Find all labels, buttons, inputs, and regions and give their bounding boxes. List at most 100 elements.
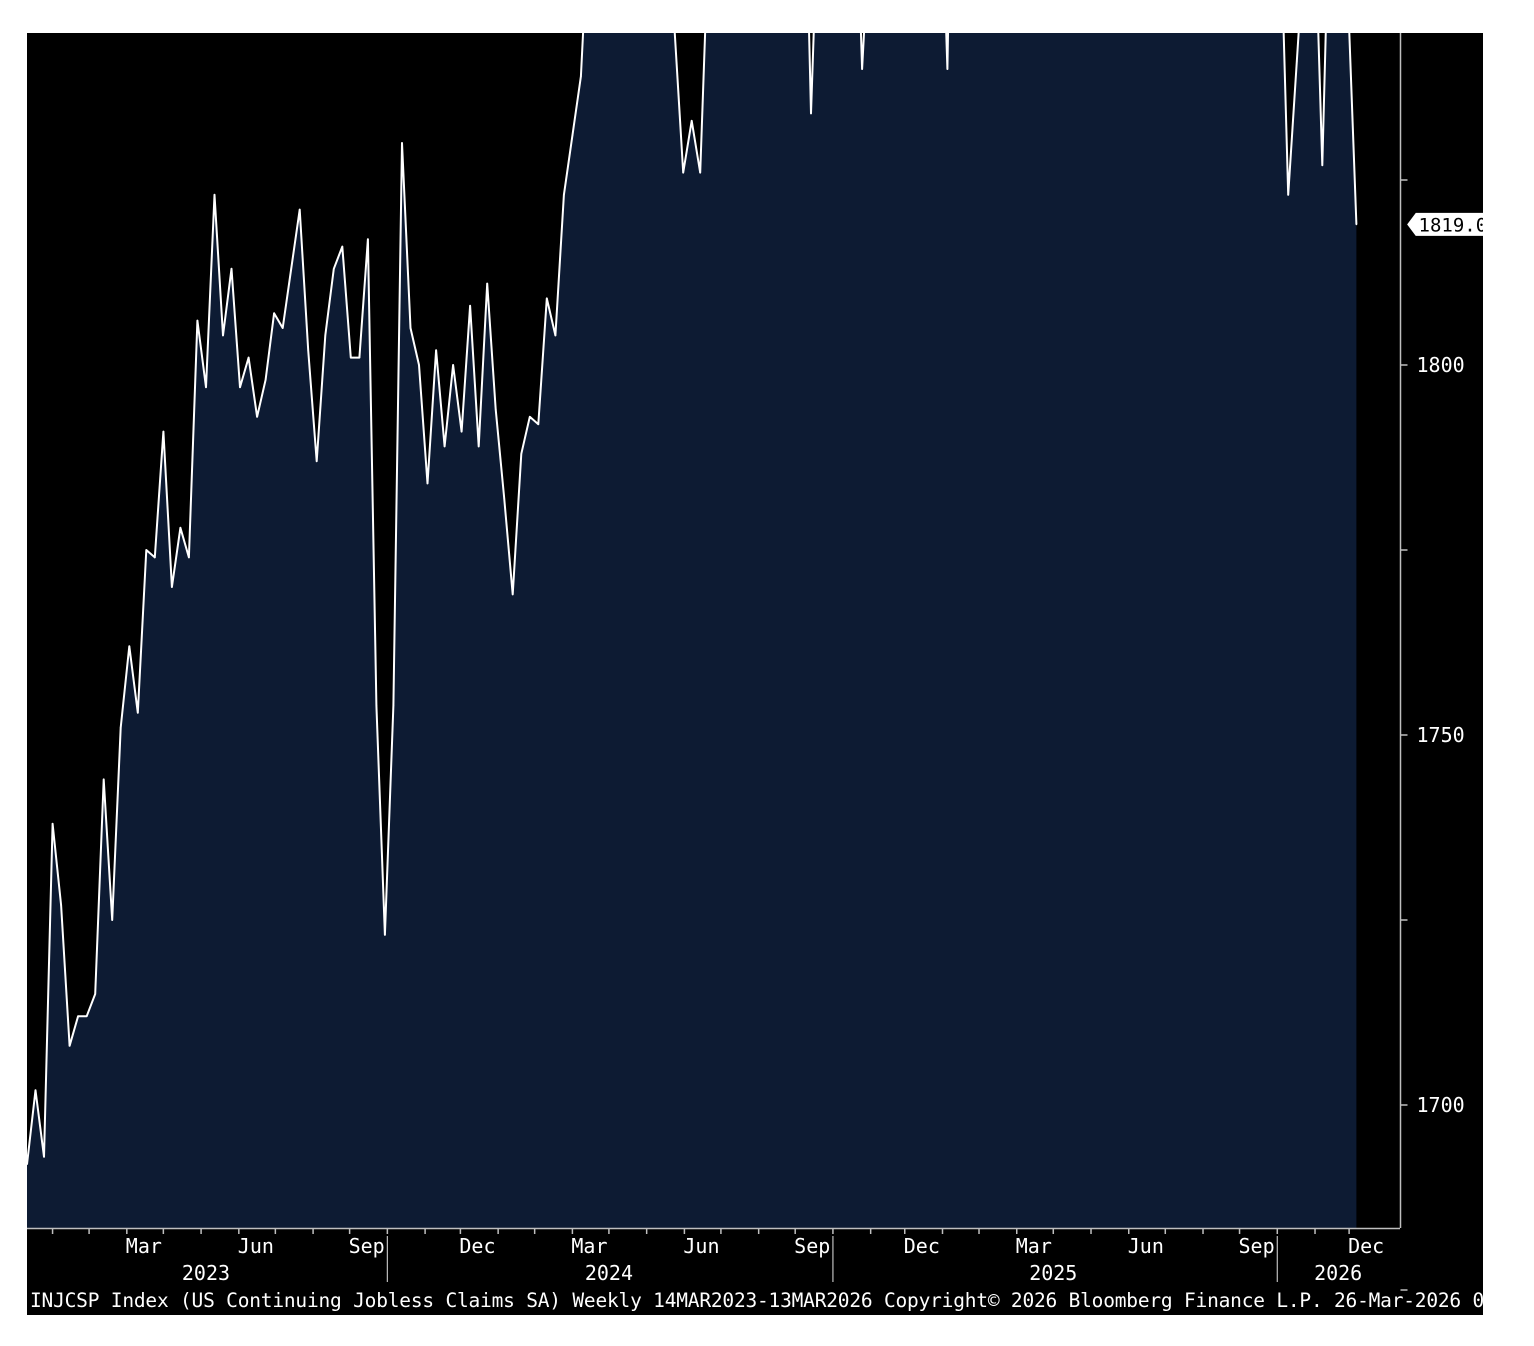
data-point	[145, 549, 148, 551]
data-point	[290, 268, 293, 270]
x-month-label: Dec	[459, 1234, 495, 1258]
data-point	[520, 453, 523, 455]
data-point	[384, 934, 386, 936]
data-point	[460, 430, 463, 433]
data-point	[247, 356, 250, 359]
x-year-label: 2023	[182, 1261, 230, 1285]
data-point	[111, 919, 113, 921]
data-point	[171, 586, 173, 588]
last-value-flag	[1405, 211, 1483, 237]
data-point	[469, 305, 471, 307]
data-point	[102, 778, 105, 781]
data-point	[128, 645, 131, 647]
x-month-label: Dec	[1348, 1234, 1384, 1258]
data-point	[401, 142, 403, 144]
data-point	[324, 334, 327, 337]
data-point	[281, 327, 284, 329]
data-point	[68, 1045, 71, 1047]
chart-footer: INJCSP Index (US Continuing Jobless Clai…	[30, 1289, 1534, 1312]
data-point	[154, 556, 156, 559]
data-point	[511, 593, 514, 596]
data-point	[358, 356, 361, 359]
data-point	[60, 904, 62, 906]
data-point	[94, 993, 96, 995]
data-point	[392, 704, 395, 707]
data-point	[77, 1015, 79, 1017]
data-point	[477, 445, 480, 448]
data-point	[529, 416, 531, 418]
data-point	[418, 364, 420, 366]
data-point	[162, 430, 165, 433]
data-point	[196, 319, 199, 322]
data-point	[179, 527, 182, 529]
label-layer: 1819.0 Mar Jun Sep Dec Mar Jun Sep Dec Mar Jun Sep D…	[126, 211, 1484, 1285]
data-point	[1355, 223, 1358, 226]
data-point	[27, 1163, 28, 1165]
data-point	[230, 268, 233, 270]
x-month-label: Mar	[1016, 1234, 1052, 1258]
x-month-label: Dec	[904, 1234, 940, 1258]
data-point	[861, 68, 863, 70]
data-point	[51, 823, 54, 825]
x-year-label: 2025	[1029, 1261, 1077, 1285]
data-point	[452, 364, 454, 366]
last-value-label: 1819.0	[1419, 214, 1484, 236]
y-tick-label: 1750	[1417, 723, 1465, 747]
data-point	[273, 312, 275, 315]
x-month-label: Mar	[126, 1234, 162, 1258]
data-point	[34, 1089, 37, 1091]
data-point	[426, 482, 429, 485]
data-point	[546, 297, 548, 300]
data-point	[580, 75, 582, 78]
data-point	[137, 712, 139, 714]
x-month-label: Jun	[1128, 1234, 1164, 1258]
data-point	[1287, 194, 1289, 196]
data-point	[503, 497, 506, 500]
data-point	[563, 194, 565, 196]
data-point	[315, 460, 318, 463]
axis-layer: 170017501800185019001950	[27, 33, 1465, 1291]
data-point	[239, 386, 241, 389]
data-point	[119, 726, 122, 729]
x-month-label: Sep	[349, 1234, 385, 1258]
data-point	[537, 423, 540, 426]
data-point	[205, 386, 207, 389]
x-month-label: Mar	[571, 1234, 607, 1258]
data-point	[333, 268, 335, 270]
data-point	[1321, 164, 1324, 166]
data-point	[690, 120, 693, 122]
data-point	[222, 334, 224, 337]
data-point	[298, 208, 301, 211]
data-point	[188, 556, 190, 559]
data-point	[571, 134, 574, 137]
data-point	[43, 1156, 45, 1158]
data-point	[682, 171, 684, 174]
data-point	[85, 1015, 88, 1017]
data-point	[350, 356, 352, 359]
series-area	[27, 33, 1357, 1228]
data-point	[810, 112, 812, 115]
x-month-label: Sep	[1239, 1234, 1275, 1258]
chart-panel: 170017501800185019001950 1819.0 Mar Jun Sep…	[27, 33, 1534, 1315]
data-point	[375, 704, 378, 707]
data-point	[341, 245, 344, 248]
data-point	[486, 282, 489, 285]
data-point	[699, 171, 701, 174]
data-point	[435, 349, 437, 352]
data-point	[946, 68, 949, 70]
data-point	[409, 327, 412, 329]
x-month-label: Jun	[683, 1234, 719, 1258]
data-point	[554, 334, 557, 337]
x-year-label: 2024	[585, 1261, 633, 1285]
data-point	[256, 416, 258, 418]
data-point	[1296, 60, 1298, 63]
data-point	[494, 408, 497, 411]
area-layer	[27, 33, 1358, 1228]
chart-canvas: 170017501800185019001950 1819.0 Mar Jun Sep…	[27, 33, 1484, 1291]
x-year-label: 2026	[1314, 1261, 1362, 1285]
x-month-label: Sep	[794, 1234, 830, 1258]
data-point	[213, 194, 216, 196]
data-point	[264, 379, 267, 381]
data-point	[443, 445, 446, 448]
data-point	[367, 238, 369, 240]
